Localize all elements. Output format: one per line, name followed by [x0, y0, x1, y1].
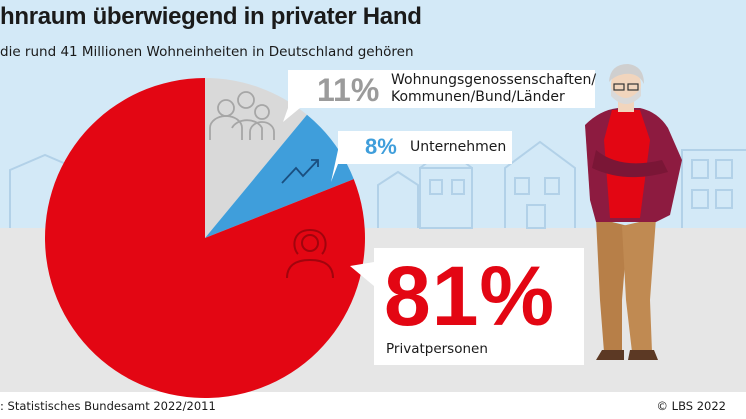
- trend-arrow-icon: [281, 159, 319, 184]
- pie-slice-private-persons: [44, 77, 365, 398]
- person-woman-icon: [286, 228, 334, 279]
- slice-label-companies-pct: 8%: [365, 134, 397, 159]
- copyright-note: © LBS 2022: [656, 399, 726, 413]
- slice-label-public-line-1: Wohnungsgenossenschaften/: [391, 72, 597, 88]
- chart-subtitle: die rund 41 Millionen Wohneinheiten in D…: [0, 44, 414, 60]
- slice-label-private-pct: 81%: [384, 249, 556, 343]
- slice-label-public-text: Wohnungsgenossenschaften/ Kommunen/Bund/…: [391, 72, 596, 106]
- callout-companies: 8% Unternehmen: [330, 131, 510, 165]
- chart-title: hnraum überwiegend in privater Hand: [0, 3, 422, 30]
- slice-label-public-pct: 11%: [317, 72, 380, 108]
- pie-slice-companies: [205, 114, 354, 238]
- callout-public-housing: 11% Wohnungsgenossenschaften/ Kommunen/B…: [283, 70, 596, 108]
- pie-slice-public-housing: [205, 78, 307, 238]
- callout-private-persons: 81% Privatpersonen: [372, 248, 584, 366]
- source-note: : Statistisches Bundesamt 2022/2011: [0, 399, 216, 413]
- senior-man-illustration: [585, 64, 682, 360]
- slice-label-private-text: Privatpersonen: [386, 341, 488, 357]
- slice-label-companies-text: Unternehmen: [410, 139, 507, 155]
- callout-boxes: [283, 70, 595, 365]
- slice-label-public-line-2: Kommunen/Bund/Länder: [391, 89, 565, 105]
- people-group-icon: [209, 91, 275, 140]
- footer-band: [0, 392, 746, 419]
- pie-chart: [44, 77, 365, 398]
